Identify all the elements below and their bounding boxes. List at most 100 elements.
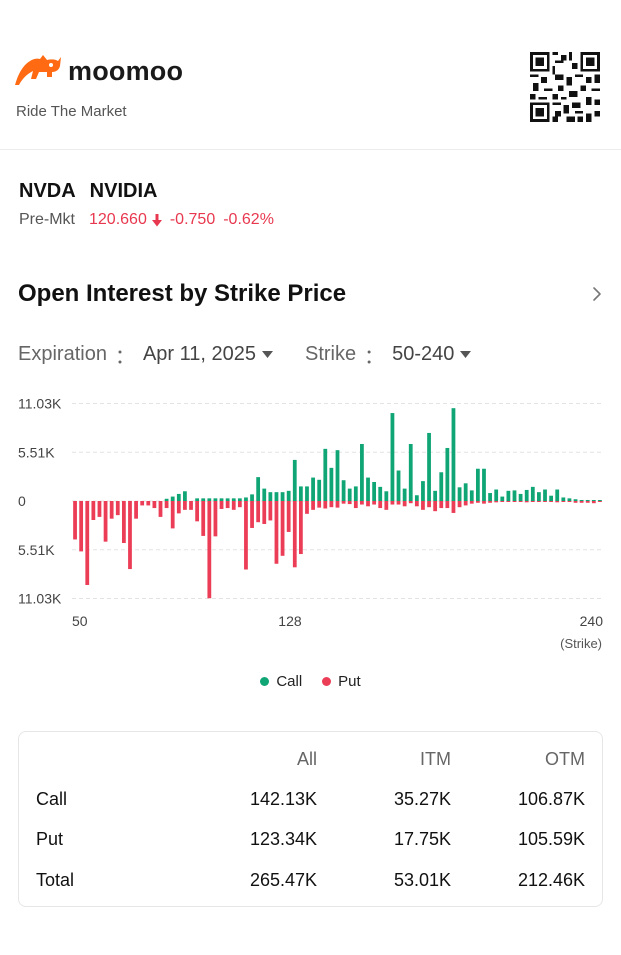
put-bar[interactable] (73, 501, 77, 540)
put-bar[interactable] (201, 501, 206, 536)
call-bar[interactable] (268, 492, 273, 501)
put-bar[interactable] (213, 501, 218, 537)
call-bar[interactable] (421, 481, 425, 501)
call-bar[interactable] (530, 486, 535, 501)
call-bar[interactable] (585, 500, 590, 501)
put-bar[interactable] (329, 501, 334, 508)
put-bar[interactable] (219, 501, 224, 509)
call-bar[interactable] (457, 487, 462, 501)
put-bar[interactable] (457, 501, 462, 508)
put-bar[interactable] (237, 501, 242, 508)
chevron-right-icon[interactable] (590, 285, 604, 303)
put-bar[interactable] (170, 501, 175, 529)
put-bar[interactable] (451, 501, 456, 513)
section-title[interactable]: Open Interest by Strike Price (18, 280, 347, 307)
call-bar[interactable] (549, 495, 554, 501)
put-bar[interactable] (530, 501, 535, 502)
call-bar[interactable] (164, 498, 169, 501)
put-bar[interactable] (427, 501, 431, 508)
put-bar[interactable] (518, 501, 523, 502)
call-bar[interactable] (591, 500, 596, 501)
put-bar[interactable] (341, 501, 346, 504)
put-bar[interactable] (414, 501, 419, 507)
put-bar[interactable] (225, 501, 230, 509)
put-bar[interactable] (103, 501, 108, 542)
put-bar[interactable] (262, 501, 267, 524)
put-bar[interactable] (408, 501, 413, 504)
brand-logo[interactable]: moomoo (14, 54, 183, 88)
call-bar[interactable] (207, 498, 212, 501)
put-bar[interactable] (591, 501, 596, 504)
put-bar[interactable] (79, 501, 84, 552)
call-bar[interactable] (378, 486, 383, 501)
put-bar[interactable] (482, 501, 486, 504)
put-bar[interactable] (506, 501, 511, 502)
call-bar[interactable] (439, 472, 444, 501)
call-bar[interactable] (280, 492, 285, 501)
put-bar[interactable] (164, 501, 169, 509)
call-bar[interactable] (286, 490, 291, 501)
call-bar[interactable] (353, 486, 358, 501)
call-bar[interactable] (433, 490, 438, 501)
put-bar[interactable] (353, 501, 358, 509)
put-bar[interactable] (286, 501, 291, 532)
call-bar[interactable] (537, 492, 541, 501)
put-bar[interactable] (445, 501, 450, 509)
call-bar[interactable] (323, 448, 328, 501)
call-bar[interactable] (561, 497, 566, 501)
put-bar[interactable] (396, 501, 401, 505)
call-bar[interactable] (555, 489, 560, 501)
put-bar[interactable] (378, 501, 383, 509)
put-bar[interactable] (305, 501, 309, 514)
call-bar[interactable] (390, 413, 395, 501)
call-bar[interactable] (274, 492, 279, 501)
put-bar[interactable] (128, 501, 132, 570)
put-bar[interactable] (500, 501, 505, 502)
put-bar[interactable] (579, 501, 584, 503)
put-bar[interactable] (335, 501, 340, 508)
put-bar[interactable] (140, 501, 145, 506)
put-bar[interactable] (152, 501, 157, 509)
call-bar[interactable] (402, 488, 407, 501)
call-bar[interactable] (317, 479, 322, 501)
put-bar[interactable] (292, 501, 297, 568)
strike-filter[interactable]: Strike ： 50-240 (305, 340, 472, 369)
put-bar[interactable] (524, 501, 529, 503)
call-bar[interactable] (427, 432, 431, 501)
put-bar[interactable] (549, 501, 554, 502)
call-bar[interactable] (225, 498, 230, 501)
call-bar[interactable] (463, 483, 468, 501)
put-bar[interactable] (317, 501, 322, 508)
put-bar[interactable] (158, 501, 163, 517)
put-bar[interactable] (274, 501, 279, 564)
put-bar[interactable] (298, 501, 303, 555)
legend-item-call[interactable]: Call (260, 673, 302, 690)
call-bar[interactable] (237, 498, 242, 501)
put-bar[interactable] (183, 501, 187, 510)
put-bar[interactable] (494, 501, 499, 503)
call-bar[interactable] (213, 498, 218, 501)
call-bar[interactable] (494, 489, 499, 501)
call-bar[interactable] (506, 490, 511, 501)
call-bar[interactable] (372, 482, 377, 501)
put-bar[interactable] (555, 501, 560, 503)
put-bar[interactable] (109, 501, 114, 519)
call-bar[interactable] (408, 443, 413, 501)
call-bar[interactable] (170, 496, 175, 501)
call-bar[interactable] (311, 477, 315, 501)
put-bar[interactable] (573, 501, 578, 503)
put-bar[interactable] (85, 501, 90, 585)
put-bar[interactable] (121, 501, 126, 543)
call-bar[interactable] (475, 468, 480, 501)
call-bar[interactable] (573, 499, 578, 501)
put-bar[interactable] (585, 501, 590, 503)
call-bar[interactable] (195, 498, 200, 501)
put-bar[interactable] (323, 501, 328, 509)
put-bar[interactable] (189, 501, 193, 510)
put-bar[interactable] (402, 501, 407, 507)
call-bar[interactable] (579, 500, 584, 501)
put-bar[interactable] (146, 501, 151, 506)
call-bar[interactable] (298, 486, 303, 501)
put-bar[interactable] (543, 501, 547, 502)
put-bar[interactable] (598, 501, 602, 502)
